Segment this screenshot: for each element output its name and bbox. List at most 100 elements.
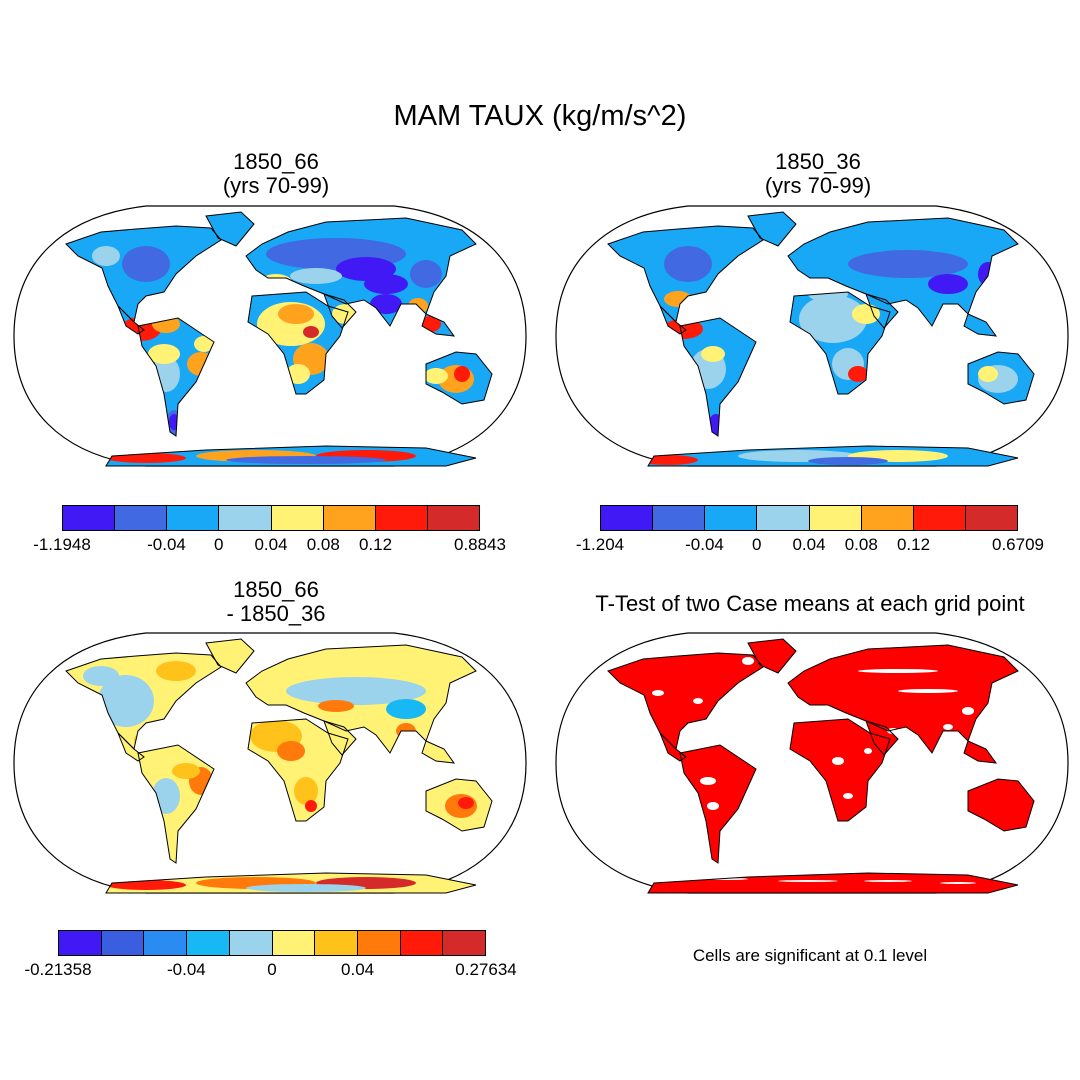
field-patch <box>122 246 170 282</box>
colorbar-difference <box>58 930 486 956</box>
colorbar-tick-label: 0.12 <box>896 535 931 554</box>
colorbar-tick-label: -0.04 <box>685 535 724 554</box>
colorbar-tick-label: -0.04 <box>167 960 206 979</box>
colorbar-swatch <box>601 506 654 530</box>
coastline-arabia <box>865 720 899 756</box>
coastline-arabia <box>323 293 357 329</box>
coastline-north-america <box>65 652 222 750</box>
field-patch <box>226 456 386 464</box>
field-patch <box>852 304 880 324</box>
panel-2-title: 1850_36 (yrs 70-99) <box>680 150 956 198</box>
colorbar-swatch <box>144 931 188 955</box>
coastline-greenland <box>747 638 797 674</box>
significance-note: Cells are significant at 0.1 level <box>692 946 928 965</box>
colorbar-swatch <box>375 506 428 530</box>
colorbar-tick-label: 0.27634 <box>455 960 517 979</box>
colorbar-1850-36 <box>600 505 1018 531</box>
coastline-antarctica <box>647 872 1019 894</box>
colorbar-swatch <box>913 506 966 530</box>
colorbar-swatch <box>115 506 168 530</box>
map-panel-1850-66 <box>13 205 527 467</box>
field-patch <box>832 757 844 765</box>
coastline-australia <box>967 351 1035 405</box>
coastline-central-america <box>117 305 145 335</box>
field-patch <box>410 260 442 288</box>
colorbar-swatch <box>427 506 479 530</box>
coastline-south-america <box>137 744 215 864</box>
colorbar-tick-label: 0.12 <box>358 535 393 554</box>
colorbar-tick-label: 0.04 <box>254 535 288 554</box>
coastline-southeast-asia <box>421 740 456 764</box>
field-patch <box>458 797 474 809</box>
colorbar-swatch <box>187 931 230 955</box>
panel-1-title-line1: 1850_66 <box>233 149 319 174</box>
field-patch <box>848 250 968 278</box>
field-patch <box>664 246 712 282</box>
colorbar-swatch <box>653 506 706 530</box>
panel-3-title-line2: - 1850_36 <box>226 601 326 626</box>
field-patch <box>778 880 838 882</box>
field-patch <box>742 657 754 665</box>
colorbar-swatch <box>400 931 444 955</box>
coastline-greenland <box>205 638 255 674</box>
coastline-south-america <box>137 317 215 437</box>
colorbar-swatch <box>965 506 1017 530</box>
colorbar-tick-label: 0 <box>267 960 277 979</box>
coastline-southeast-asia <box>963 313 998 337</box>
field-patch <box>172 763 200 779</box>
colorbar-tick-label: 0.08 <box>306 535 340 554</box>
field-patch <box>386 699 426 719</box>
field-patch <box>290 268 342 284</box>
coastline-arabia <box>323 720 357 756</box>
panel-3-title-line1: 1850_66 <box>233 577 319 602</box>
field-patch <box>424 368 448 384</box>
figure-title: MAM TAUX (kg/m/s^2) <box>393 100 687 132</box>
panel-1-title: 1850_66 (yrs 70-99) <box>138 150 414 198</box>
field-patch <box>318 700 354 712</box>
field-patch <box>305 800 317 812</box>
field-patch <box>194 336 214 352</box>
field-patch <box>156 661 196 681</box>
field-patch <box>83 666 119 686</box>
field-patch <box>286 677 426 705</box>
field-patch <box>701 346 725 362</box>
coastline-central-america <box>659 305 687 335</box>
colorbar-swatch <box>443 931 486 955</box>
field-patch <box>700 777 716 785</box>
colorbar-swatch <box>167 506 220 530</box>
colorbar-swatch <box>101 931 145 955</box>
field-patch <box>148 344 180 364</box>
colorbar-tick-label: 0.8843 <box>454 535 506 554</box>
colorbar-tick-label: -1.204 <box>575 535 625 554</box>
field-patch <box>303 326 319 338</box>
coastline-australia <box>425 351 493 405</box>
field-patch <box>928 274 968 294</box>
field-patch <box>898 689 958 693</box>
colorbar-swatch <box>357 931 401 955</box>
field-patch <box>278 304 314 324</box>
field-patch <box>652 690 664 696</box>
field-patch <box>364 274 408 294</box>
coastline-greenland <box>747 211 797 247</box>
coastline-southeast-asia <box>421 313 456 337</box>
coastline-australia <box>967 778 1035 832</box>
colorbar-swatch <box>315 931 358 955</box>
coastline-australia <box>425 778 493 832</box>
coastline-south-america <box>679 744 757 864</box>
colorbar-swatch <box>229 931 273 955</box>
panel-1-title-line2: (yrs 70-99) <box>222 173 330 198</box>
field-patch <box>294 777 318 805</box>
field-patch <box>98 675 154 727</box>
colorbar-tick-label: -0.21358 <box>24 960 92 979</box>
coastline-central-america <box>659 732 687 762</box>
coastline-eurasia <box>787 217 1019 327</box>
panel-2-title-line1: 1850_36 <box>775 149 861 174</box>
map-panel-difference <box>13 632 527 894</box>
field-patch <box>799 295 867 343</box>
field-patch <box>693 698 703 704</box>
field-patch <box>454 366 470 382</box>
field-patch <box>978 366 998 382</box>
field-patch <box>858 669 938 673</box>
colorbar-tick-label: 0.6709 <box>992 535 1044 554</box>
colorbar-swatch <box>219 506 272 530</box>
